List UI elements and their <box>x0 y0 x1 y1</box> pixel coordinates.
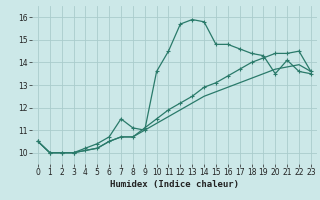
X-axis label: Humidex (Indice chaleur): Humidex (Indice chaleur) <box>110 180 239 189</box>
